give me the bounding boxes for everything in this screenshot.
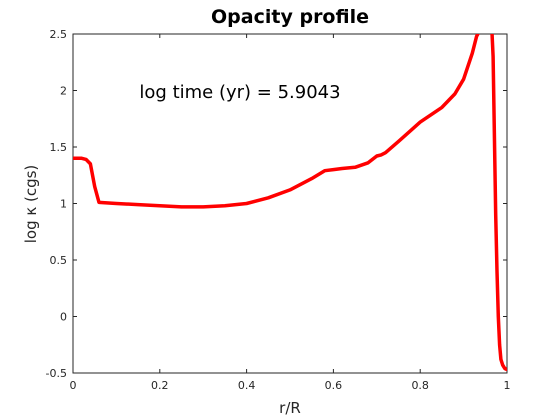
chart-title: Opacity profile <box>211 6 369 28</box>
y-tick-label: 1.5 <box>50 141 68 154</box>
annotation-text: log time (yr) = 5.9043 <box>139 82 340 103</box>
text-layer: Opacity profile log time (yr) = 5.9043 r… <box>22 6 369 417</box>
y-axis-label: log κ (cgs) <box>22 165 40 244</box>
y-tick-label: 2 <box>60 85 67 98</box>
y-tick-label: -0.5 <box>46 367 67 380</box>
y-tick-label: 0 <box>60 311 67 324</box>
y-tick-label: 2.5 <box>50 28 68 41</box>
x-tick-label: 1 <box>504 379 511 392</box>
x-tick-label: 0.2 <box>151 379 169 392</box>
series-layer <box>73 34 507 372</box>
x-tick-label: 0.6 <box>325 379 343 392</box>
x-tick-label: 0.8 <box>411 379 429 392</box>
y-tick-label: 1 <box>60 198 67 211</box>
x-tick-label: 0.4 <box>238 379 256 392</box>
x-tick-label: 0 <box>70 379 77 392</box>
opacity-series-line-1 <box>73 34 480 209</box>
y-tick-label: 0.5 <box>50 254 68 267</box>
x-axis-label: r/R <box>279 399 301 417</box>
opacity-series-line-2 <box>490 34 507 372</box>
